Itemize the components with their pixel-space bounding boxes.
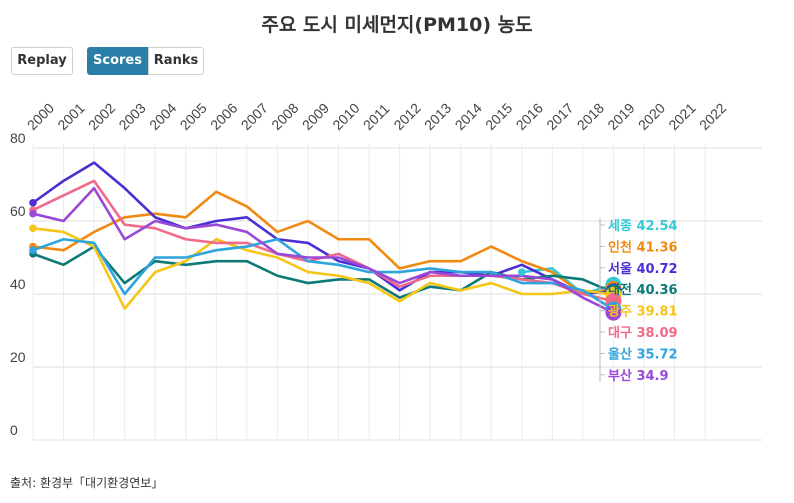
y-tick-label-20: 20 bbox=[10, 349, 26, 365]
end-label-value-7: 34.9 bbox=[636, 369, 668, 384]
series-end-points bbox=[29, 198, 622, 321]
end-label-7: 부산 34.9 bbox=[608, 368, 669, 384]
series-start-point-6 bbox=[29, 246, 37, 254]
series-start-point-2 bbox=[29, 198, 37, 207]
end-label-2: 서울 40.72 bbox=[608, 261, 678, 277]
end-label-3: 대전 40.36 bbox=[608, 282, 678, 298]
end-label-name-1: 인천 bbox=[608, 239, 636, 255]
end-label-value-3: 40.36 bbox=[636, 283, 677, 298]
x-tick-label-2005: 2005 bbox=[177, 100, 210, 133]
y-tick-label-80: 80 bbox=[10, 130, 26, 146]
x-tick-label-2008: 2008 bbox=[268, 100, 301, 133]
end-label-5: 대구 38.09 bbox=[608, 326, 678, 341]
end-label-value-0: 42.54 bbox=[636, 219, 677, 234]
series-start-point-4 bbox=[29, 224, 37, 233]
end-label-name-6: 울산 bbox=[608, 346, 636, 362]
x-tick-label-2019: 2019 bbox=[604, 100, 637, 133]
series-line-6 bbox=[31, 237, 615, 311]
end-label-4: 광주 39.81 bbox=[608, 305, 678, 320]
end-label-name-7: 부산 bbox=[608, 368, 636, 384]
x-tick-label-2020: 2020 bbox=[635, 100, 668, 133]
x-tick-label-2009: 2009 bbox=[299, 100, 332, 133]
end-label-name-4: 광주 bbox=[608, 305, 636, 320]
end-label-name-5: 대구 bbox=[608, 326, 636, 341]
x-tick-label-2021: 2021 bbox=[665, 100, 698, 133]
ranks-toggle-button[interactable]: Ranks bbox=[148, 47, 204, 75]
x-tick-label-2011: 2011 bbox=[360, 100, 393, 133]
x-tick-label-2018: 2018 bbox=[574, 100, 607, 133]
end-label-0: 세종 42.54 bbox=[608, 219, 678, 234]
x-tick-label-2012: 2012 bbox=[390, 100, 423, 133]
y-tick-label-60: 60 bbox=[10, 203, 26, 219]
series-start-point-0 bbox=[518, 268, 526, 276]
x-tick-label-2010: 2010 bbox=[329, 100, 362, 133]
end-label-1: 인천 41.36 bbox=[608, 239, 678, 255]
end-label-value-1: 41.36 bbox=[636, 240, 677, 255]
end-label-value-5: 38.09 bbox=[636, 326, 677, 341]
scores-toggle-button[interactable]: Scores bbox=[87, 47, 148, 75]
y-tick-label-0: 0 bbox=[10, 422, 18, 438]
x-tick-label-2000: 2000 bbox=[24, 100, 57, 133]
series-line-1 bbox=[31, 190, 615, 296]
end-label-value-2: 40.72 bbox=[636, 262, 677, 277]
x-tick-label-2003: 2003 bbox=[115, 100, 148, 133]
x-tick-label-2006: 2006 bbox=[207, 100, 240, 133]
series-start-point-7 bbox=[29, 209, 37, 218]
x-tick-label-2015: 2015 bbox=[482, 100, 515, 133]
x-tick-label-2022: 2022 bbox=[696, 100, 729, 133]
x-axis-tick-labels: 2000200120022003200420052006200720082009… bbox=[24, 100, 730, 133]
x-tick-label-2001: 2001 bbox=[54, 100, 87, 133]
source-note: 출처: 환경부「대기환경연보」 bbox=[10, 476, 164, 490]
x-tick-label-2007: 2007 bbox=[238, 100, 271, 133]
end-label-value-4: 39.81 bbox=[636, 305, 677, 320]
replay-button[interactable]: Replay bbox=[11, 47, 73, 75]
series-line-0 bbox=[520, 267, 615, 296]
end-label-6: 울산 35.72 bbox=[608, 346, 678, 362]
x-tick-label-2016: 2016 bbox=[513, 100, 546, 133]
series-line-2 bbox=[31, 161, 615, 296]
end-label-name-2: 서울 bbox=[608, 261, 636, 277]
y-axis-tick-labels: 0 20 40 60 80 bbox=[10, 130, 26, 438]
series-lines bbox=[31, 161, 615, 314]
x-tick-label-2002: 2002 bbox=[85, 100, 118, 133]
x-tick-label-2013: 2013 bbox=[421, 100, 454, 133]
chart-title: 주요 도시 미세먼지(PM10) 농도 bbox=[261, 14, 533, 36]
x-tick-label-2014: 2014 bbox=[452, 100, 485, 133]
y-tick-label-40: 40 bbox=[10, 276, 26, 292]
series-end-point-7 bbox=[605, 304, 622, 321]
end-label-value-6: 35.72 bbox=[636, 347, 677, 362]
x-tick-label-2017: 2017 bbox=[543, 100, 576, 133]
end-label-name-0: 세종 bbox=[608, 219, 636, 234]
series-line-7 bbox=[31, 186, 615, 314]
series-line-4 bbox=[31, 227, 615, 310]
end-label-name-3: 대전 bbox=[608, 282, 636, 298]
x-tick-label-2004: 2004 bbox=[146, 100, 179, 133]
